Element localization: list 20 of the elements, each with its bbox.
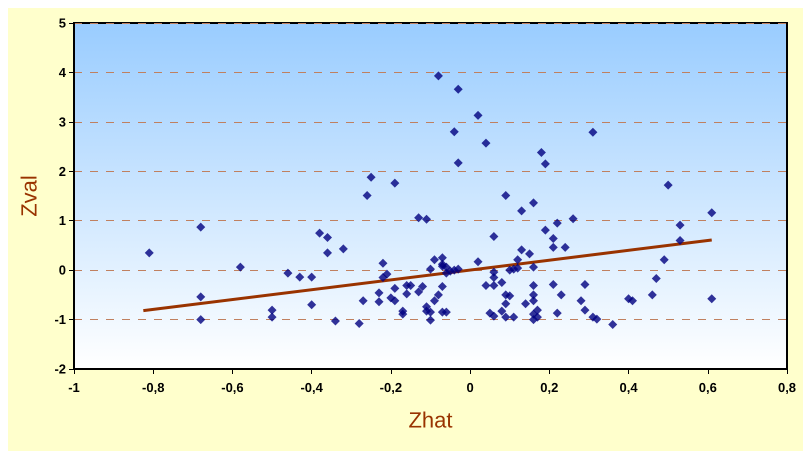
x-tick-label: -0,6 xyxy=(221,380,244,395)
y-tick-label: 0 xyxy=(58,262,66,278)
x-tick-label: 0,8 xyxy=(778,380,796,395)
y-axis-title: Zval xyxy=(16,175,42,217)
y-tick-label: -1 xyxy=(54,312,66,328)
y-tick-label: -2 xyxy=(54,362,66,376)
y-tick-label: 2 xyxy=(58,164,66,179)
x-tick-label: 0,4 xyxy=(620,380,638,395)
x-tick-label: 0,6 xyxy=(698,380,717,395)
x-tick-label: -1 xyxy=(68,380,80,395)
y-tick-label: 5 xyxy=(58,16,66,30)
x-tick-label: 0 xyxy=(466,380,474,395)
x-tick-label: -0,2 xyxy=(380,380,402,395)
y-tick-label: 4 xyxy=(58,64,67,80)
x-tick-label: -0,8 xyxy=(142,380,164,395)
y-tick-label: 3 xyxy=(58,114,66,130)
y-tick-label: 1 xyxy=(58,213,66,228)
x-axis-title: Zhat xyxy=(408,408,453,432)
x-tick-label: 0,2 xyxy=(540,380,558,395)
x-tick-label: -0,4 xyxy=(300,380,324,395)
